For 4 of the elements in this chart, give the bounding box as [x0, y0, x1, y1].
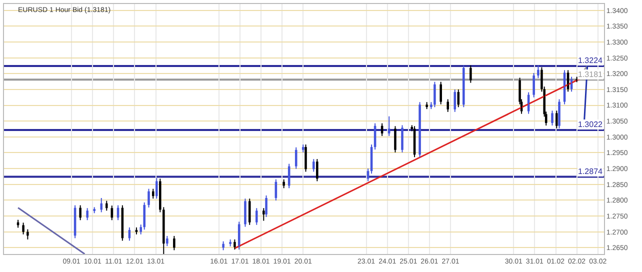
ref-line-label: 1.3181 [578, 70, 604, 79]
ref-line-label: 1.3022 [578, 120, 604, 129]
ref-line-label: 1.2874 [578, 167, 604, 176]
ref-line-label: 1.3224 [578, 56, 604, 65]
